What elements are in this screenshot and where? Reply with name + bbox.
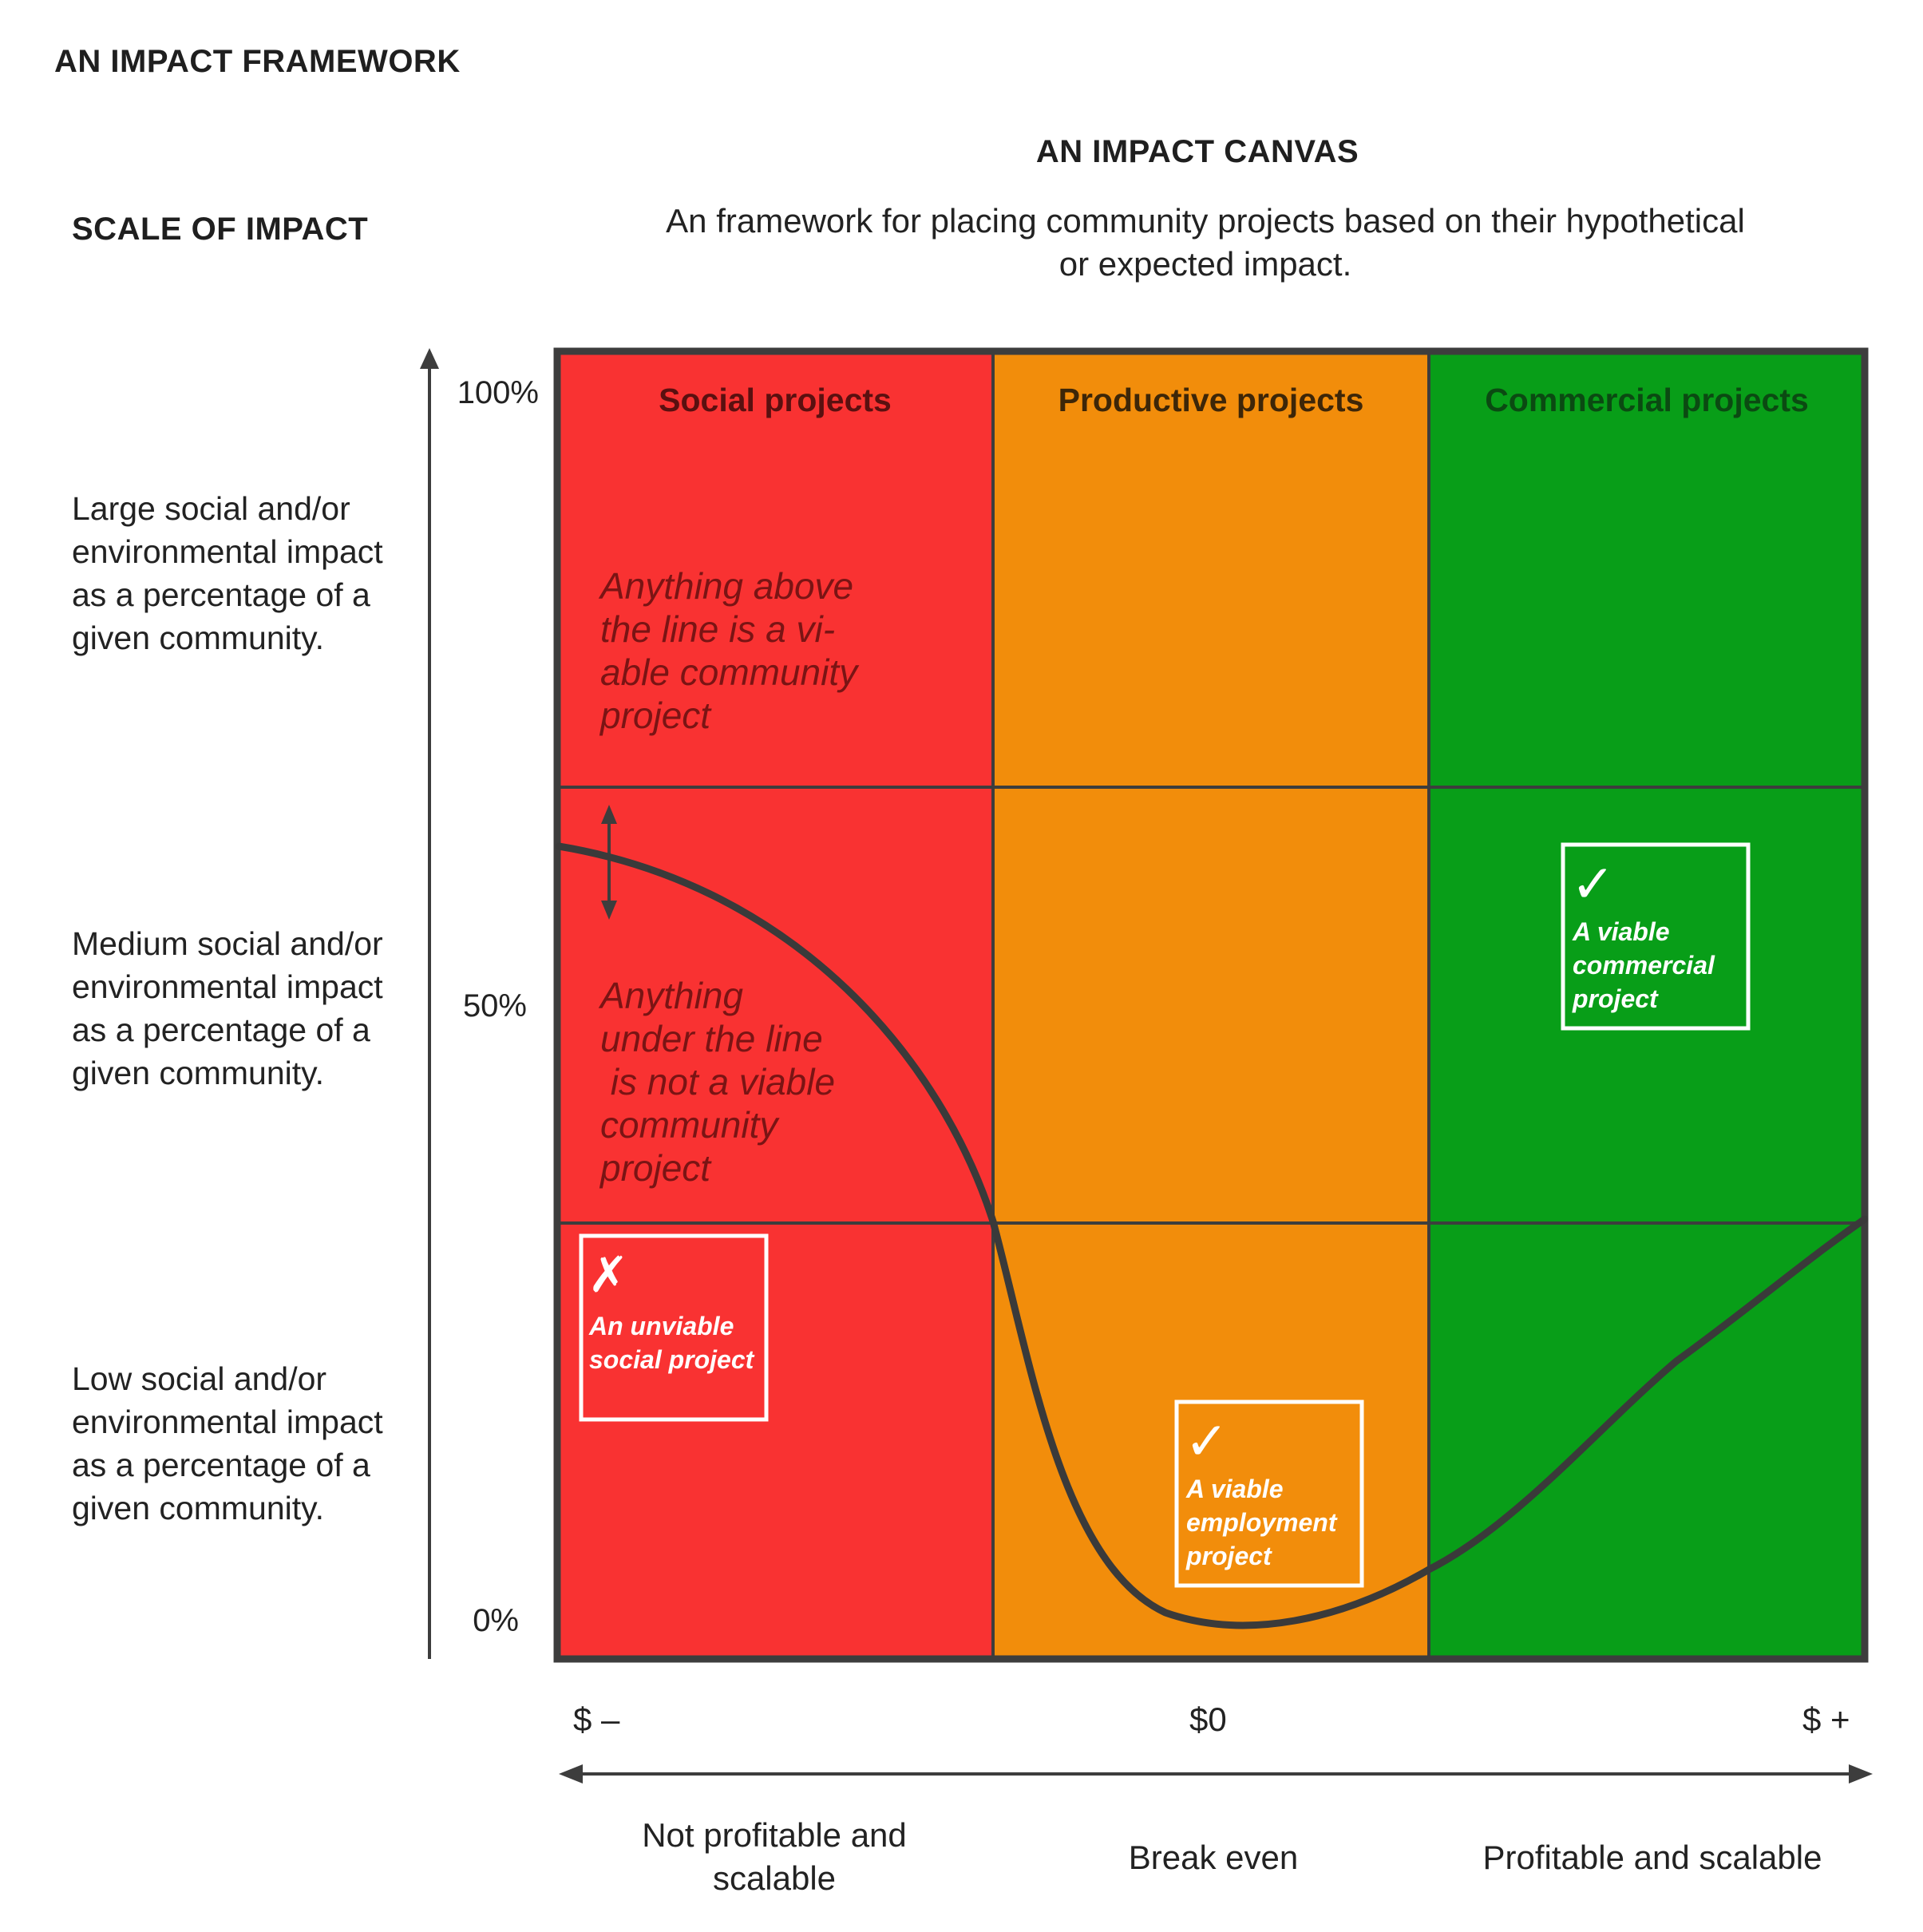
y-level-large: Large social and/or environmental impact…: [72, 487, 383, 659]
card-line: A viable: [1185, 1475, 1284, 1503]
x-desc-line: Profitable and scalable: [1482, 1839, 1822, 1876]
page-title: AN IMPACT FRAMEWORK: [54, 44, 461, 79]
y-level-line: as a percentage of a: [72, 1447, 370, 1483]
card-line: An unviable: [588, 1312, 734, 1340]
x-tick-negative: $ –: [573, 1700, 620, 1738]
x-desc-line: Not profitable and: [642, 1816, 907, 1854]
column-label-productive: Productive projects: [1058, 382, 1364, 418]
x-tick-zero: $0: [1189, 1700, 1227, 1738]
y-level-line: given community.: [72, 620, 324, 656]
viability-curve: [555, 842, 1869, 1629]
column-social: [557, 351, 993, 1659]
y-tick-0: 0%: [473, 1603, 519, 1638]
annotation-line: under the line: [600, 1018, 823, 1059]
annotation-line: community: [600, 1104, 780, 1146]
y-level-line: given community.: [72, 1055, 324, 1091]
annotation-line: project: [599, 695, 712, 736]
column-commercial: [1429, 351, 1865, 1659]
scale-heading: SCALE OF IMPACT: [72, 212, 369, 247]
annotation-line: able community: [600, 651, 860, 693]
card-line: social project: [589, 1345, 755, 1374]
check-icon: ✓: [1185, 1411, 1229, 1471]
canvas-border: [553, 347, 1869, 1663]
card-line: A viable: [1572, 917, 1670, 946]
annotation-below-line: Anything under the line is not a viable …: [598, 975, 835, 1189]
y-tick-100: 100%: [457, 375, 539, 410]
y-level-line: as a percentage of a: [72, 576, 370, 613]
y-level-line: as a percentage of a: [72, 1012, 370, 1048]
check-icon: ✓: [1571, 854, 1615, 913]
x-tick-positive: $ +: [1802, 1700, 1850, 1738]
annotation-above-line: Anything above the line is a vi- able co…: [598, 565, 860, 736]
y-level-medium: Medium social and/or environmental impac…: [72, 922, 383, 1095]
card-viable-employment: ✓ A viable employment project: [1174, 1400, 1364, 1588]
x-desc-line: scalable: [712, 1859, 837, 1897]
y-axis-arrow: [420, 348, 439, 1659]
card-unviable-social: ✗ An unviable social project: [579, 1233, 769, 1422]
y-level-line: given community.: [72, 1490, 324, 1526]
y-level-low: Low social and/or environmental impact a…: [72, 1357, 383, 1530]
y-level-line: environmental impact: [72, 968, 383, 1005]
card-line: project: [1185, 1542, 1272, 1570]
canvas-subtitle: An framework for placing community proje…: [511, 200, 1900, 286]
y-level-line: Medium social and/or: [72, 925, 383, 962]
column-label-commercial: Commercial projects: [1485, 382, 1809, 418]
canvas-subtitle-line: An framework for placing community proje…: [666, 202, 1745, 240]
y-level-line: Large social and/or: [72, 490, 350, 527]
column-label-social: Social projects: [659, 382, 892, 418]
annotation-line: project: [599, 1147, 712, 1189]
annotation-line: is not a viable: [600, 1061, 835, 1103]
annotation-line: Anything above: [598, 565, 853, 607]
x-desc-break-even: Break even: [998, 1836, 1429, 1879]
x-desc-not-profitable: Not profitable and scalable: [559, 1814, 990, 1900]
grid-lines: [557, 351, 1865, 1659]
annotation-line: Anything: [598, 975, 743, 1016]
x-desc-profitable: Profitable and scalable: [1429, 1836, 1876, 1879]
double-arrow: [601, 805, 617, 920]
y-level-line: Low social and/or: [72, 1360, 327, 1397]
annotation-line: the line is a vi-: [600, 608, 835, 650]
y-level-line: environmental impact: [72, 1403, 383, 1440]
x-axis-arrow: [559, 1764, 1873, 1784]
card-viable-commercial: ✓ A viable commercial project: [1561, 842, 1751, 1031]
y-tick-50: 50%: [462, 988, 527, 1023]
canvas-subtitle-line: or expected impact.: [1058, 245, 1352, 283]
column-productive: [993, 351, 1429, 1659]
card-line: commercial: [1573, 951, 1715, 980]
canvas-title: AN IMPACT CANVAS: [1035, 134, 1359, 169]
card-line: project: [1572, 984, 1659, 1013]
x-desc-line: Break even: [1128, 1839, 1299, 1876]
card-line: employment: [1186, 1508, 1338, 1537]
cross-icon: ✗: [588, 1248, 629, 1303]
y-level-line: environmental impact: [72, 533, 383, 570]
